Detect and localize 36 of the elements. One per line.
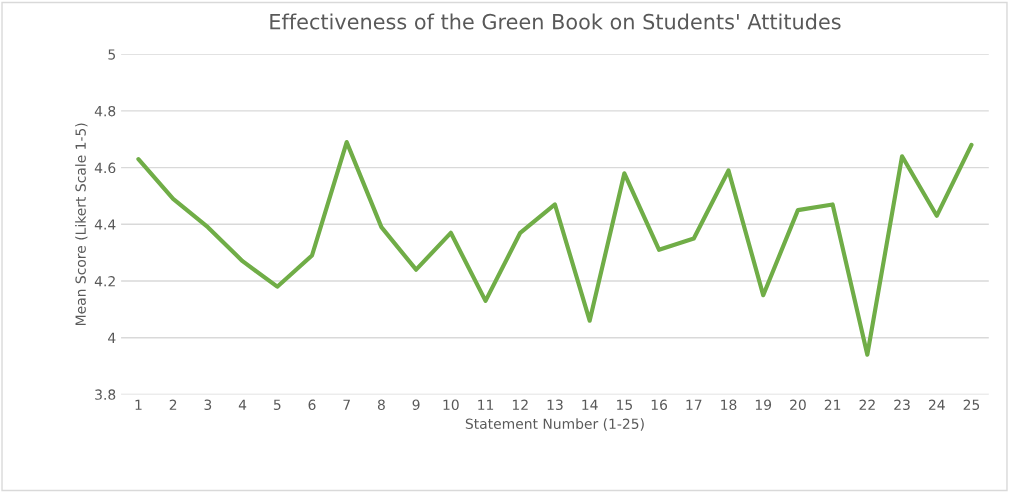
y-tick-label: 4.2	[94, 275, 115, 287]
line-series	[136, 140, 974, 357]
x-tick-label: 10	[443, 399, 459, 411]
x-tick-label: 14	[582, 399, 598, 410]
y-tick-label: 4	[108, 332, 116, 343]
y-tick-label: 4.6	[94, 162, 116, 174]
y-tick-label: 4.8	[94, 105, 116, 117]
y-tick-label: 4.4	[94, 219, 116, 230]
x-tick-label: 13	[547, 399, 563, 411]
y-axis-title: Mean Score (Likert Scale 1-5)	[75, 123, 88, 326]
x-axis-title: Statement Number (1-25)	[465, 418, 644, 431]
x-tick-label: 16	[651, 399, 668, 411]
x-tick-label: 15	[617, 399, 632, 411]
x-tick-label: 12	[512, 399, 528, 410]
x-tick-label: 7	[343, 399, 350, 410]
x-tick-label: 4	[238, 399, 247, 410]
x-tick-label: 18	[721, 399, 737, 411]
x-tick-label: 3	[204, 399, 212, 411]
x-tick-label: 1	[135, 399, 142, 410]
y-tick-label: 5	[108, 49, 116, 60]
x-tick-label: 25	[963, 399, 980, 411]
x-tick-label: 23	[894, 399, 910, 411]
x-tick-label: 19	[755, 399, 772, 411]
x-tick-label: 21	[824, 399, 841, 410]
x-tick-label: 24	[928, 399, 945, 410]
x-tick-label: 5	[273, 399, 281, 411]
x-tick-label: 2	[169, 399, 177, 410]
x-tick-label: 6	[308, 399, 316, 411]
x-tick-label: 8	[377, 399, 385, 411]
chart-title: Effectiveness of the Green Book on Students' Attitudes	[270, 13, 841, 30]
x-tick-label: 20	[790, 399, 806, 411]
x-tick-label: 17	[686, 399, 702, 410]
x-tick-label: 11	[478, 399, 494, 410]
x-tick-label: 22	[859, 399, 875, 410]
x-tick-label: 9	[412, 399, 420, 411]
y-tick-label: 3.8	[95, 389, 116, 400]
